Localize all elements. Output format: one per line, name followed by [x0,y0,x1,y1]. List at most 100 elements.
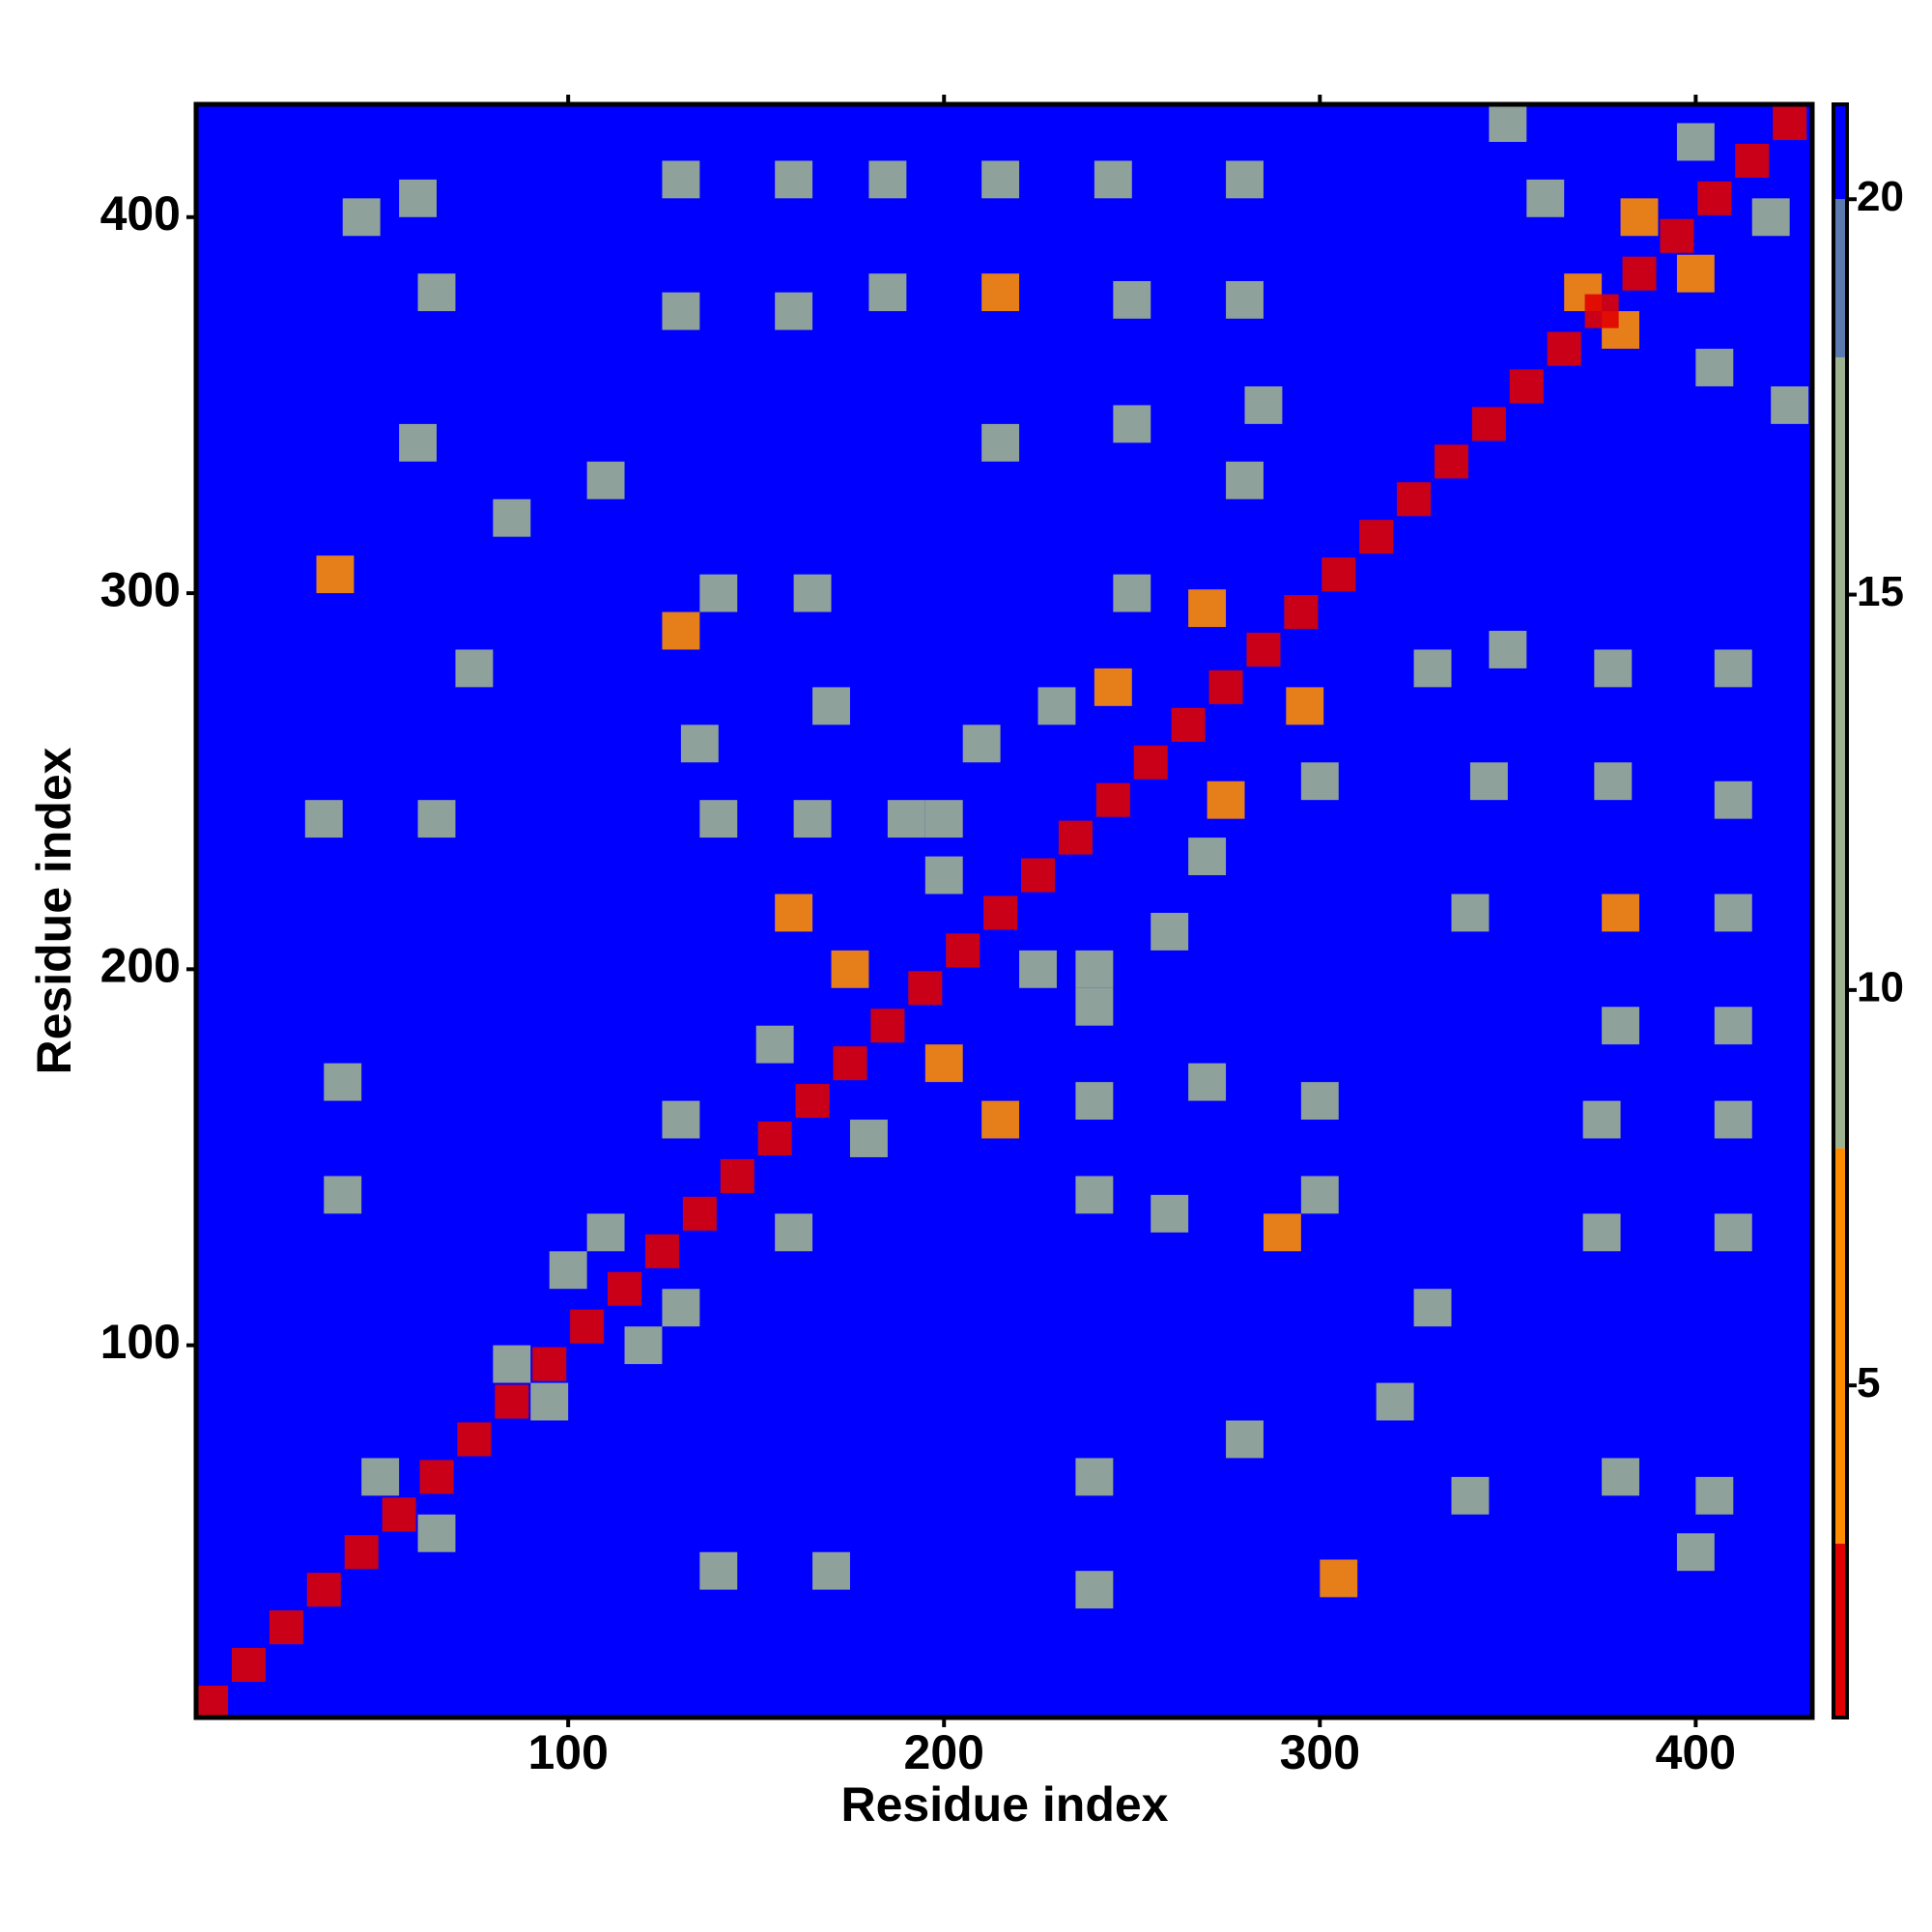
heatmap-cell [755,1025,794,1064]
heatmap-cell [908,971,943,1006]
heatmap-cell [1226,1420,1264,1459]
heatmap-cell [1547,331,1581,366]
heatmap-cell [1714,781,1752,819]
heatmap-cell [1226,160,1264,199]
heatmap-cell [1075,1082,1114,1121]
heatmap-cell [624,1326,663,1365]
heatmap-cell [269,1610,303,1645]
heatmap-cell [1188,589,1227,628]
heatmap-cell [1300,762,1339,801]
heatmap-cell [981,1100,1020,1139]
heatmap-cell [981,160,1020,199]
heatmap-cell [1151,912,1189,951]
heatmap-cell [1695,1476,1734,1515]
y-tick-label: 200 [100,939,181,993]
heatmap-cell [981,423,1020,462]
heatmap-cell [775,894,813,932]
heatmap-cell [946,933,980,968]
heatmap-cell [1413,649,1452,688]
heatmap-cell [399,423,438,462]
heatmap-cell [1434,444,1469,479]
heatmap-cell [1376,1382,1414,1421]
heatmap-cell [532,1347,567,1381]
heatmap-cell [194,1685,229,1719]
heatmap-cell [493,1345,531,1383]
plot-frame [193,101,1815,1720]
heatmap-cell [1676,123,1715,161]
heatmap-cell [1075,1176,1114,1214]
y-tick-label: 300 [100,562,181,616]
colorbar-tick-label: 5 [1857,1359,1880,1406]
heatmap-cell [1714,649,1752,688]
heatmap-cell [775,160,813,199]
heatmap-cell [1751,198,1790,237]
heatmap-cell [924,1044,963,1083]
heatmap-cell [1714,1213,1752,1252]
colorbar-tick-label: 15 [1857,568,1904,615]
heatmap-cell [924,856,963,895]
heatmap-cell [1509,369,1544,404]
heatmap-cell [306,1573,341,1607]
heatmap-cell [1226,280,1264,319]
y-axis-label: Residue index [27,747,81,1074]
heatmap-cell [662,1289,700,1327]
heatmap-cell [417,273,456,312]
colorbar-segment [1833,104,1847,200]
heatmap-cell [361,1458,400,1496]
heatmap-cell [868,160,907,199]
heatmap-cell [1207,781,1245,819]
heatmap-cell [1133,745,1168,780]
x-tick-label: 400 [1656,1725,1736,1779]
heatmap-cell [682,1196,717,1231]
heatmap-cell [1058,820,1093,855]
heatmap-cell [399,179,438,217]
heatmap-cell [344,1535,379,1570]
heatmap-cell [1286,687,1324,725]
heatmap-cell [1037,687,1076,725]
heatmap-cell [1451,894,1490,932]
heatmap-cell [304,800,343,838]
heatmap-cell [1188,838,1227,876]
heatmap-cell [1602,894,1640,932]
heatmap-cell [662,292,700,330]
heatmap-cell [1714,1007,1752,1045]
heatmap-cell [1171,707,1206,742]
heatmap-cell [793,574,832,612]
heatmap-cell [870,1009,905,1043]
x-axis-label: Residue index [841,1777,1169,1832]
heatmap-cell [775,292,813,330]
heatmap-cell [849,1120,888,1157]
heatmap-cell [924,800,963,838]
heatmap-cell [1359,520,1394,554]
heatmap-cell [1714,894,1752,932]
heatmap-cell [1413,1289,1452,1327]
colorbar-frame [1832,102,1849,1719]
heatmap-cell [1489,630,1527,668]
colorbar-segment [1833,1148,1847,1544]
heatmap-cell [644,1234,679,1268]
heatmap-cell [831,950,869,988]
heatmap-cell [868,273,907,312]
colorbar-tick-label: 20 [1857,173,1904,220]
heatmap-cell [662,1100,700,1139]
y-tick-label: 400 [100,186,181,241]
heatmap-cell [812,1551,850,1590]
heatmap-cell [1226,461,1264,499]
heatmap-cell [1602,1458,1640,1496]
heatmap-cell [1622,256,1657,291]
heatmap-cell [608,1271,642,1306]
y-tick-label: 100 [100,1315,181,1369]
heatmap-cell [699,574,738,612]
heatmap-cell [1469,762,1508,801]
heatmap-cell [1397,482,1432,517]
heatmap-cell [757,1122,792,1156]
heatmap-cell [1695,349,1734,386]
heatmap-cell [1113,405,1151,443]
colorbar-segment [1833,199,1847,357]
heatmap-cell [457,1422,492,1457]
heatmap-cell [833,1046,867,1081]
heatmap-cell [1246,632,1281,667]
heatmap-cell [586,461,625,499]
heatmap-cell [1244,385,1283,424]
